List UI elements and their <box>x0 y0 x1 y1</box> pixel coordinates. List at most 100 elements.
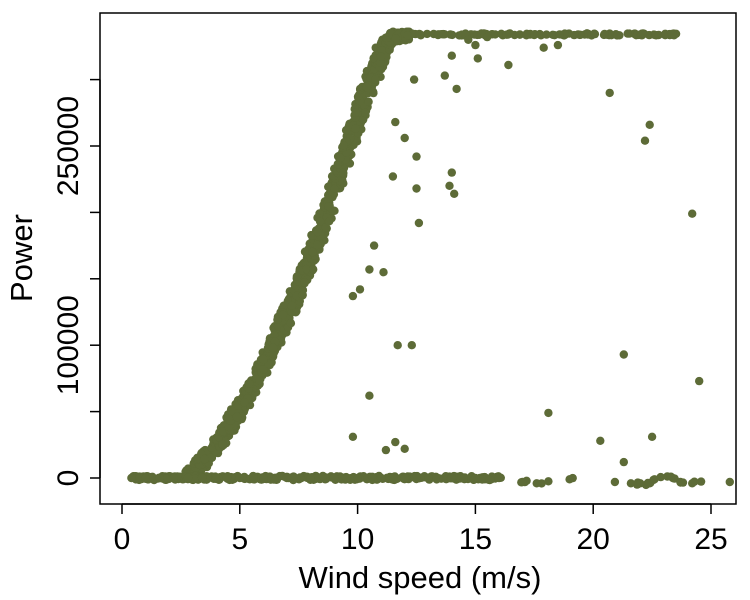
y-tick-label: 100000 <box>52 295 85 395</box>
data-point <box>666 472 676 481</box>
data-point <box>636 479 645 488</box>
data-point <box>619 350 628 359</box>
data-point <box>688 209 697 218</box>
data-point <box>448 30 457 40</box>
data-point <box>553 40 563 50</box>
data-point <box>459 474 468 483</box>
data-point <box>376 58 385 67</box>
data-point <box>300 247 310 256</box>
data-point <box>532 479 541 488</box>
data-point <box>548 30 557 39</box>
y-tick-label: 0 <box>52 470 85 487</box>
data-point <box>570 30 579 40</box>
data-point <box>412 152 421 161</box>
x-tick-label: 25 <box>694 523 727 556</box>
data-point <box>364 97 373 106</box>
data-point <box>464 35 473 44</box>
data-point <box>504 60 513 70</box>
data-point <box>473 54 482 63</box>
data-point <box>190 474 200 483</box>
data-point <box>388 472 398 482</box>
data-point <box>471 40 480 50</box>
data-point <box>518 477 527 487</box>
data-point <box>365 265 374 274</box>
data-point <box>544 408 553 418</box>
data-point <box>287 301 296 310</box>
data-point <box>494 473 504 483</box>
data-point <box>381 445 391 455</box>
data-point <box>485 475 494 485</box>
data-point <box>289 472 299 482</box>
data-point <box>676 477 685 487</box>
data-point <box>391 34 400 43</box>
data-point <box>393 341 402 350</box>
data-point <box>445 181 454 190</box>
data-point <box>224 414 233 423</box>
data-point <box>313 227 322 237</box>
data-point <box>400 133 409 143</box>
data-point <box>369 54 378 63</box>
data-point <box>300 278 309 287</box>
data-point <box>491 30 500 39</box>
data-point <box>667 29 677 39</box>
data-point <box>330 184 339 193</box>
data-point <box>325 217 334 226</box>
data-point <box>596 436 605 445</box>
data-point <box>400 444 409 453</box>
data-point <box>259 355 268 364</box>
data-point <box>298 290 307 300</box>
x-tick-label: 20 <box>577 523 610 556</box>
data-point <box>605 88 614 98</box>
data-point <box>452 84 461 94</box>
data-point <box>351 124 360 133</box>
data-point <box>640 136 650 145</box>
data-point <box>161 474 171 484</box>
data-point <box>422 29 432 39</box>
data-point <box>235 473 244 483</box>
data-point <box>197 473 207 483</box>
data-point <box>645 120 654 129</box>
data-point <box>414 218 424 228</box>
data-point <box>228 406 237 416</box>
data-point <box>391 437 400 447</box>
data-point <box>415 29 424 39</box>
x-axis-title: Wind speed (m/s) <box>299 560 542 595</box>
data-point <box>638 29 648 38</box>
data-point <box>431 472 441 481</box>
data-point <box>249 471 258 481</box>
data-point <box>268 343 278 353</box>
data-point <box>619 457 628 467</box>
data-point <box>336 153 345 163</box>
data-point <box>696 477 706 486</box>
plot-frame <box>99 12 737 505</box>
data-point <box>505 29 515 38</box>
data-point <box>377 46 386 55</box>
data-point <box>329 473 339 483</box>
data-point <box>351 108 360 117</box>
data-point <box>471 473 480 483</box>
data-point <box>376 52 386 61</box>
data-point <box>483 32 492 42</box>
data-point <box>309 265 318 274</box>
data-point <box>440 71 449 80</box>
data-point <box>155 473 164 483</box>
data-point <box>306 473 315 483</box>
data-point <box>409 75 419 84</box>
data-point <box>342 474 352 483</box>
data-point <box>478 475 487 484</box>
data-point <box>222 473 232 482</box>
x-tick-label: 5 <box>231 523 248 556</box>
data-point <box>434 30 443 39</box>
data-point <box>407 341 416 350</box>
data-point <box>661 29 670 38</box>
data-point <box>600 29 609 39</box>
data-point <box>268 349 278 359</box>
data-point <box>292 272 302 281</box>
data-point <box>339 141 348 150</box>
data-point <box>626 479 636 488</box>
y-axis: 0 100000 250000 <box>52 78 101 487</box>
data-point <box>555 30 564 39</box>
data-point <box>515 30 525 39</box>
data-point <box>412 471 422 481</box>
